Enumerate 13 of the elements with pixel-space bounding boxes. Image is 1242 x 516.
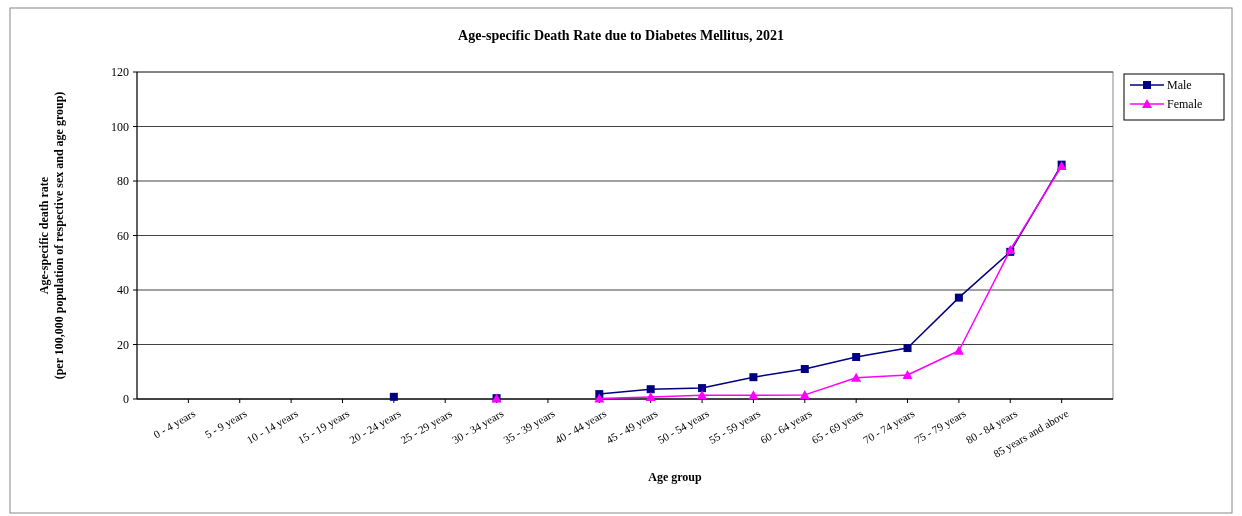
y-tick-label: 100 [111,119,129,134]
legend-label: Female [1167,97,1203,112]
legend-label: Male [1167,78,1192,93]
y-tick-label: 40 [117,283,129,298]
y-tick-label: 0 [123,392,129,407]
chart-title: Age-specific Death Rate due to Diabetes Mellitus, 2021 [458,28,784,43]
y-tick-label: 60 [117,228,129,243]
y-tick-label: 120 [111,65,129,80]
y-tick-label: 80 [117,174,129,189]
y-axis-title: Age-specific death rate (per 100,000 population of respective sex and age group) [37,91,66,380]
y-tick-label: 20 [117,337,129,352]
x-axis-title: Age group [648,470,703,484]
x-tick-label: 0 - 4 years [151,407,198,441]
